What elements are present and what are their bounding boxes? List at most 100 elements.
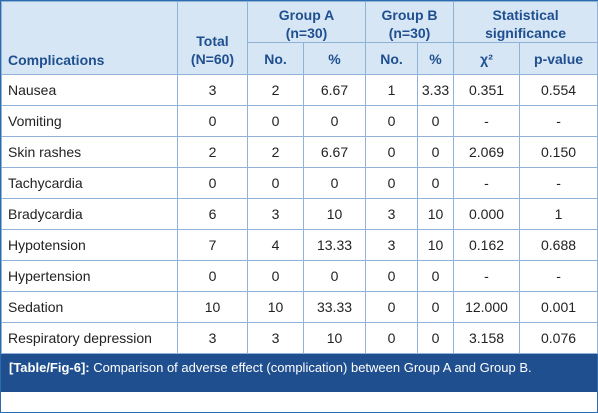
header-complications: Complications (1, 1, 178, 75)
cell-group-a-no: 4 (247, 229, 304, 261)
cell-group-a-no: 0 (247, 105, 304, 137)
cell-total: 10 (177, 291, 248, 323)
cell-group-b-no: 3 (365, 198, 419, 230)
cell-total: 0 (177, 167, 248, 199)
header-group-b-line2: (n=30) (388, 25, 431, 41)
cell-group-b-pct: 0 (417, 322, 455, 354)
cell-group-b-no: 0 (365, 167, 419, 199)
header-stat-line1: Statistical (492, 7, 559, 23)
header-chi-square: χ² (453, 42, 521, 75)
cell-group-b-pct: 10 (417, 198, 455, 230)
header-group-b-no: No. (365, 42, 419, 75)
cell-total: 0 (177, 105, 248, 137)
header-group-b-line1: Group B (381, 7, 438, 23)
cell-complication: Respiratory depression (1, 322, 178, 354)
cell-group-a-no: 2 (247, 74, 304, 106)
cell-complication: Hypertension (1, 260, 178, 292)
table-caption: [Table/Fig-6]: Comparison of adverse eff… (1, 354, 597, 392)
cell-complication: Vomiting (1, 105, 178, 137)
cell-group-a-pct: 10 (302, 198, 367, 230)
header-stat-line2: significance (485, 25, 566, 41)
table-body: Nausea 3 2 6.67 1 3.33 0.351 0.554 Vomiting 0 0 0 0 0… (1, 74, 598, 354)
table-row: Hypertension 0 0 0 0 0- - (1, 260, 598, 292)
cell-group-a-pct: 6.67 (302, 74, 367, 106)
header-p-value: p-value (519, 42, 598, 75)
cell-complication: Hypotension (1, 229, 178, 261)
cell-chi-square: 2.069 (453, 136, 521, 168)
cell-group-a-pct: 10 (302, 322, 367, 354)
header-group-a: Group A (n=30) (246, 1, 367, 43)
cell-p-value: 0.554 (519, 74, 598, 106)
table-row: Hypotension 7 4 13.33 3 10 0.162 0.688 (1, 229, 598, 261)
cell-chi-square: - (453, 260, 521, 292)
cell-group-a-no: 0 (247, 167, 304, 199)
cell-total: 3 (177, 74, 248, 106)
cell-total: 0 (177, 260, 248, 292)
header-total-line2: (N=60) (190, 51, 235, 67)
cell-group-b-no: 0 (365, 291, 419, 323)
header-group-b: Group B (n=30) (365, 1, 455, 43)
cell-complication: Tachycardia (1, 167, 178, 199)
table-row: Bradycardia 6 3 10 3 10 0.000 1 (1, 198, 598, 230)
cell-p-value: - (519, 260, 598, 292)
complications-table: Complications Total (N=60) Group A (n=30… (1, 1, 598, 354)
table-row: Skin rashes 2 2 6.67 0 0 2.069 0.150 (1, 136, 598, 168)
cell-group-b-no: 0 (365, 260, 419, 292)
cell-group-b-pct: 0 (417, 105, 455, 137)
header-group-a-pct: % (302, 42, 367, 75)
cell-group-b-no: 1 (365, 74, 419, 106)
cell-complication: Bradycardia (1, 198, 178, 230)
cell-total: 2 (177, 136, 248, 168)
cell-p-value: 0.150 (519, 136, 598, 168)
cell-total: 3 (177, 322, 248, 354)
cell-p-value: 0.688 (519, 229, 598, 261)
cell-group-a-pct: 0 (302, 105, 367, 137)
cell-group-a-no: 10 (247, 291, 304, 323)
cell-group-a-pct: 6.67 (302, 136, 367, 168)
cell-complication: Sedation (1, 291, 178, 323)
header-group-a-no: No. (247, 42, 304, 75)
cell-complication: Skin rashes (1, 136, 178, 168)
cell-group-b-pct: 3.33 (417, 74, 455, 106)
cell-group-a-pct: 0 (302, 167, 367, 199)
table-row: Tachycardia 0 0 0 0 0- - (1, 167, 598, 199)
cell-group-b-pct: 0 (417, 291, 455, 323)
cell-group-a-no: 3 (247, 322, 304, 354)
cell-chi-square: 0.162 (453, 229, 521, 261)
header-total: Total (N=60) (177, 1, 248, 75)
table-row: Vomiting 0 0 0 0 0- - (1, 105, 598, 137)
header-group-a-line2: (n=30) (285, 25, 328, 41)
cell-group-a-no: 0 (247, 260, 304, 292)
cell-chi-square: 3.158 (453, 322, 521, 354)
cell-p-value: 0.076 (519, 322, 598, 354)
cell-group-b-pct: 0 (417, 167, 455, 199)
cell-group-a-pct: 0 (302, 260, 367, 292)
cell-chi-square: 0.000 (453, 198, 521, 230)
cell-total: 7 (177, 229, 248, 261)
header-total-line1: Total (196, 33, 229, 49)
cell-total: 6 (177, 198, 248, 230)
header-group-a-line1: Group A (278, 7, 335, 23)
header-group-b-pct: % (417, 42, 455, 75)
cell-group-a-no: 3 (247, 198, 304, 230)
cell-complication: Nausea (1, 74, 178, 106)
cell-group-b-pct: 0 (417, 136, 455, 168)
header-statistical-significance: Statistical significance (453, 1, 598, 43)
table-header: Complications Total (N=60) Group A (n=30… (1, 1, 598, 75)
table-row: Sedation 10 10 33.33 0 0 12.000 0.001 (1, 291, 598, 323)
caption-text: Comparison of adverse effect (complicati… (89, 360, 532, 375)
cell-p-value: - (519, 105, 598, 137)
cell-chi-square: - (453, 105, 521, 137)
cell-p-value: 1 (519, 198, 598, 230)
cell-group-b-pct: 10 (417, 229, 455, 261)
cell-p-value: 0.001 (519, 291, 598, 323)
cell-p-value: - (519, 167, 598, 199)
table-row: Nausea 3 2 6.67 1 3.33 0.351 0.554 (1, 74, 598, 106)
cell-group-b-no: 3 (365, 229, 419, 261)
cell-chi-square: - (453, 167, 521, 199)
caption-label: [Table/Fig-6]: (9, 360, 90, 375)
table-row: Respiratory depression 3 3 10 0 0 3.158 0.076 (1, 322, 598, 354)
cell-chi-square: 0.351 (453, 74, 521, 106)
cell-group-b-no: 0 (365, 136, 419, 168)
